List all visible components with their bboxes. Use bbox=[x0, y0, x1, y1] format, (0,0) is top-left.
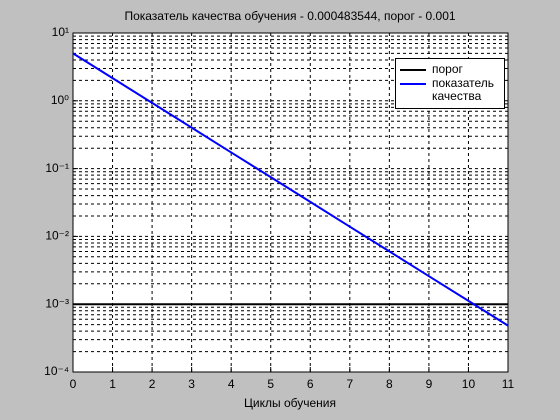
x-tick-label: 11 bbox=[502, 377, 515, 391]
legend-label: порог bbox=[432, 62, 463, 76]
x-tick-label: 5 bbox=[267, 377, 274, 391]
legend: порог показатель качества bbox=[395, 58, 505, 109]
x-tick-label: 7 bbox=[346, 377, 353, 391]
y-tick-label: 10⁰ bbox=[51, 93, 69, 107]
legend-swatch bbox=[400, 69, 426, 71]
legend-label: показатель качества bbox=[432, 76, 495, 103]
x-tick-label: 2 bbox=[149, 377, 156, 391]
x-axis-label: Циклы обучения bbox=[244, 396, 336, 410]
x-tick-label: 0 bbox=[70, 377, 77, 391]
y-tick-label: 10⁻¹ bbox=[45, 161, 69, 175]
x-tick-label: 9 bbox=[426, 377, 433, 391]
axes-box bbox=[72, 32, 509, 373]
x-tick-label: 6 bbox=[307, 377, 314, 391]
series-line bbox=[72, 52, 509, 327]
legend-item: порог bbox=[400, 63, 500, 76]
y-tick-label: 10¹ bbox=[52, 25, 69, 39]
y-tick-label: 10⁻⁴ bbox=[44, 364, 69, 378]
legend-swatch bbox=[400, 83, 426, 85]
x-tick-label: 8 bbox=[386, 377, 393, 391]
x-tick-label: 3 bbox=[188, 377, 195, 391]
y-tick-label: 10⁻² bbox=[45, 229, 69, 243]
legend-item: показатель качества bbox=[400, 77, 500, 103]
x-tick-label: 1 bbox=[109, 377, 116, 391]
x-tick-label: 4 bbox=[228, 377, 235, 391]
chart-title: Показатель качества обучения - 0.0004835… bbox=[124, 9, 455, 23]
x-tick-label: 10 bbox=[462, 377, 476, 391]
y-tick-label: 10⁻³ bbox=[45, 296, 69, 310]
